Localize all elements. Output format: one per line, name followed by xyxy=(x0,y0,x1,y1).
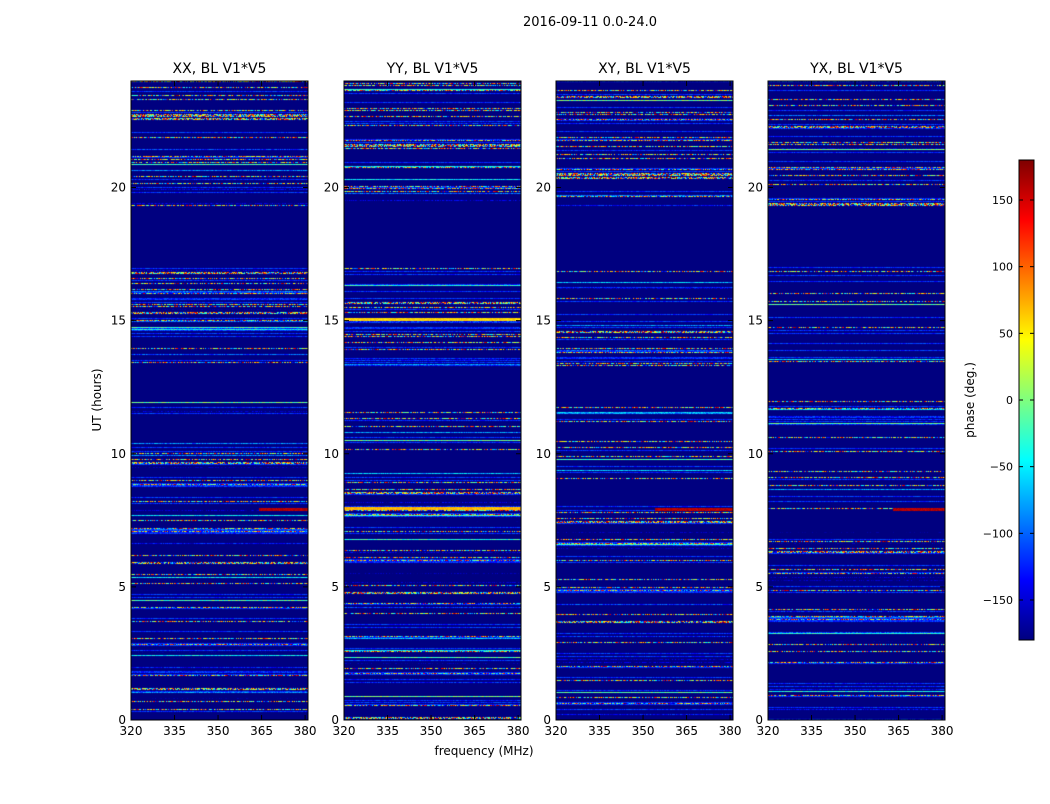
heatmap-image xyxy=(131,81,308,720)
y-tick-label: 20 xyxy=(324,181,339,195)
colorbar-tick-label: 150 xyxy=(992,194,1013,207)
y-tick-label: 10 xyxy=(324,447,339,461)
x-tick-label: 350 xyxy=(207,724,230,738)
x-tick-label: 365 xyxy=(250,724,273,738)
colorbar-tick-label: 100 xyxy=(992,261,1013,274)
x-tick-label: 380 xyxy=(931,724,954,738)
x-tick-label: 320 xyxy=(757,724,780,738)
y-tick-label: 15 xyxy=(536,314,551,328)
x-tick-label: 350 xyxy=(420,724,443,738)
heatmap-panel-yx: YX, BL V1*V5 320 335 350 365 380 0 5 10 15 20 xyxy=(748,61,954,738)
heatmap-image xyxy=(344,81,521,720)
panel-frame xyxy=(767,80,946,721)
heatmap-image xyxy=(556,81,733,720)
x-tick-label: 365 xyxy=(675,724,698,738)
y-tick-label: 5 xyxy=(543,580,551,594)
x-tick-label: 350 xyxy=(632,724,655,738)
y-axis-label: UT (hours) xyxy=(90,368,104,431)
x-tick-label: 335 xyxy=(163,724,186,738)
x-tick-label: 320 xyxy=(545,724,568,738)
x-axis-label: frequency (MHz) xyxy=(434,744,533,758)
x-tick-label: 320 xyxy=(333,724,356,738)
y-tick-label: 5 xyxy=(118,580,126,594)
colorbar-tick-label: −50 xyxy=(990,461,1013,474)
y-tick-label: 0 xyxy=(331,713,339,727)
panel-title: XY, BL V1*V5 xyxy=(598,61,691,77)
panel-title: YY, BL V1*V5 xyxy=(386,61,479,77)
y-tick-label: 0 xyxy=(755,713,763,727)
x-tick-label: 320 xyxy=(120,724,143,738)
x-tick-label: 365 xyxy=(463,724,486,738)
x-tick-label: 380 xyxy=(719,724,742,738)
heatmap-image xyxy=(768,81,945,720)
figure-suptitle: 2016-09-11 0.0-24.0 xyxy=(523,15,657,30)
heatmap-panel-xx: XX, BL V1*V5 320 335 350 365 380 0 5 10 15 20 xyxy=(111,61,317,738)
heatmap-panel-yy: YY, BL V1*V5 320 335 350 365 380 0 5 10 15 20 xyxy=(324,61,530,738)
colorbar-label: phase (deg.) xyxy=(963,362,977,438)
panel-frame xyxy=(130,80,309,721)
x-tick-label: 335 xyxy=(376,724,399,738)
y-tick-label: 0 xyxy=(543,713,551,727)
colorbar-tick-label: −100 xyxy=(983,527,1013,540)
panel-title: XX, BL V1*V5 xyxy=(173,61,267,77)
heatmap-panel-xy: XY, BL V1*V5 320 335 350 365 380 0 5 10 15 20 xyxy=(536,61,742,738)
colorbar-ticks: 150 100 50 0 −50 −100 −150 xyxy=(983,194,1034,607)
y-tick-label: 20 xyxy=(748,181,763,195)
y-tick-label: 10 xyxy=(748,447,763,461)
colorbar-tick-label: −150 xyxy=(983,594,1013,607)
y-tick-label: 5 xyxy=(755,580,763,594)
colorbar-tick-label: 50 xyxy=(999,327,1013,340)
panel-title: YX, BL V1*V5 xyxy=(809,61,903,77)
x-tick-label: 350 xyxy=(844,724,867,738)
y-tick-label: 20 xyxy=(536,181,551,195)
y-tick-label: 15 xyxy=(324,314,339,328)
x-tick-label: 380 xyxy=(507,724,530,738)
y-tick-label: 5 xyxy=(331,580,339,594)
y-tick-label: 15 xyxy=(111,314,126,328)
x-tick-label: 380 xyxy=(294,724,317,738)
colorbar: 150 100 50 0 −50 −100 −150 phase (deg.) xyxy=(963,159,1035,641)
y-tick-label: 10 xyxy=(536,447,551,461)
y-tick-label: 20 xyxy=(111,181,126,195)
colorbar-tick-label: 0 xyxy=(1006,394,1013,407)
y-tick-label: 0 xyxy=(118,713,126,727)
x-tick-label: 335 xyxy=(800,724,823,738)
panel-frame xyxy=(555,80,734,721)
x-tick-label: 365 xyxy=(887,724,910,738)
panel-frame xyxy=(343,80,522,721)
y-tick-label: 15 xyxy=(748,314,763,328)
x-tick-label: 335 xyxy=(588,724,611,738)
y-tick-label: 10 xyxy=(111,447,126,461)
